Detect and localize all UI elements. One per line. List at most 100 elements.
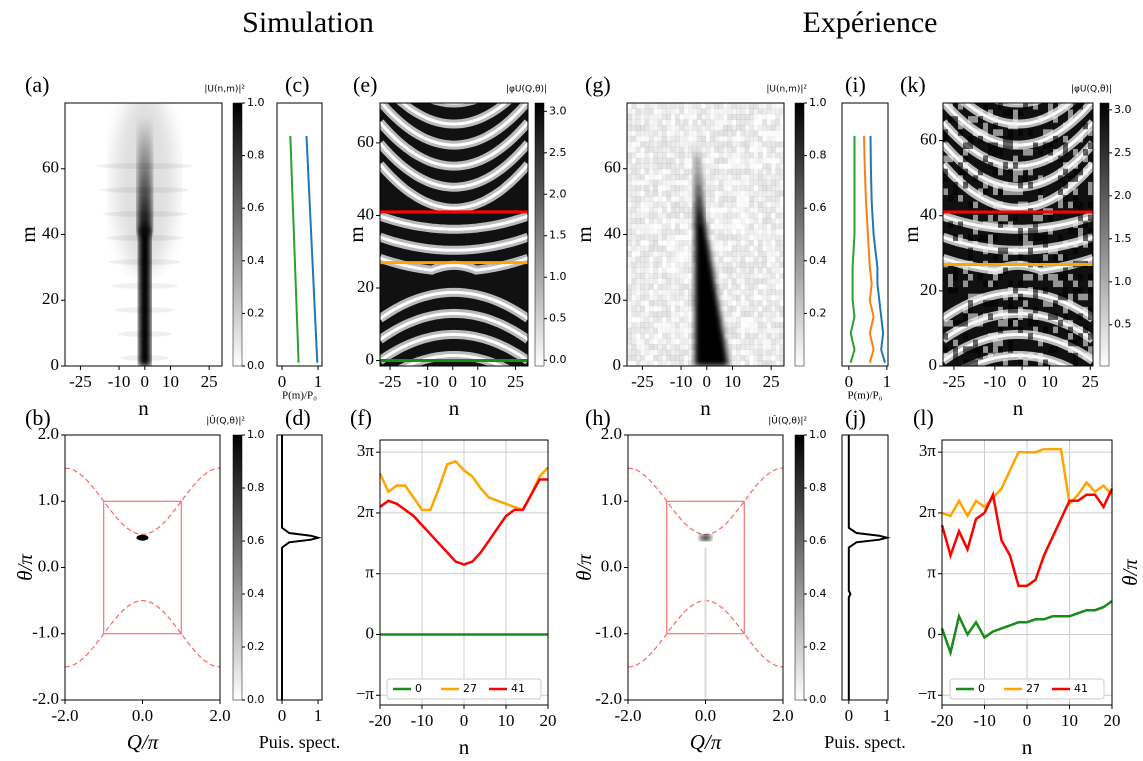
- noise: [740, 295, 745, 301]
- noise: [631, 311, 637, 318]
- noise: [1048, 247, 1053, 255]
- noise: [670, 234, 676, 241]
- noise: [744, 245, 750, 252]
- y-axis-label: m: [344, 226, 368, 242]
- noise: [627, 157, 632, 164]
- noise: [636, 289, 641, 295]
- noise: [1028, 352, 1033, 360]
- noise: [648, 300, 654, 307]
- noise: [675, 108, 680, 114]
- noise: [1088, 280, 1093, 288]
- legend-label: 41: [511, 682, 525, 695]
- ripple: [96, 163, 193, 169]
- noise: [714, 229, 720, 235]
- noise: [627, 163, 632, 170]
- stripe-core: [380, 142, 528, 189]
- noise: [1023, 234, 1028, 242]
- noise: [1008, 142, 1013, 150]
- noise: [710, 224, 715, 230]
- noise: [1028, 227, 1033, 235]
- y-tick-label: 0: [613, 355, 622, 374]
- noise: [657, 135, 663, 142]
- noise: [627, 294, 632, 301]
- noise: [1073, 162, 1078, 169]
- noise: [714, 146, 720, 153]
- noise: [719, 136, 724, 142]
- noise: [706, 136, 711, 142]
- noise: [736, 163, 741, 170]
- noise: [943, 352, 948, 360]
- noise: [943, 129, 948, 136]
- noise: [644, 163, 650, 170]
- noise: [993, 267, 998, 274]
- noise: [1028, 313, 1033, 320]
- noise: [627, 322, 632, 328]
- noise: [657, 283, 663, 290]
- noise: [679, 261, 685, 268]
- noise: [736, 300, 741, 307]
- noise: [998, 326, 1003, 334]
- noise: [771, 328, 776, 334]
- noise: [1063, 195, 1068, 202]
- noise: [958, 162, 963, 169]
- noise: [757, 179, 763, 186]
- noise: [736, 267, 741, 273]
- image: [627, 103, 784, 366]
- noise: [749, 179, 754, 186]
- noise: [731, 185, 737, 192]
- noise: [644, 306, 649, 312]
- panel-label: (a): [25, 72, 49, 97]
- noise: [775, 113, 781, 120]
- noise: [666, 272, 672, 279]
- noise: [744, 130, 750, 137]
- noise: [627, 289, 632, 296]
- noise: [968, 135, 973, 143]
- noise: [631, 103, 637, 109]
- noise: [770, 316, 776, 323]
- noise: [736, 239, 741, 246]
- noise: [762, 108, 768, 115]
- noise: [705, 119, 711, 126]
- noise: [744, 103, 750, 109]
- colorbar: [794, 434, 805, 701]
- noise: [993, 149, 998, 156]
- x-tick-label: 25: [507, 372, 524, 391]
- noise: [644, 316, 650, 323]
- noise: [653, 256, 659, 263]
- noise: [683, 135, 689, 142]
- noise: [1088, 313, 1093, 320]
- noise: [749, 174, 754, 181]
- noise: [775, 261, 781, 268]
- noise: [662, 119, 667, 125]
- noise: [644, 338, 650, 345]
- noise: [1073, 201, 1078, 209]
- noise: [749, 235, 754, 241]
- noise: [670, 212, 676, 219]
- noise: [953, 319, 958, 327]
- noise: [744, 338, 750, 345]
- noise: [640, 278, 645, 285]
- noise: [1083, 333, 1088, 340]
- noise: [983, 247, 988, 255]
- noise: [740, 272, 746, 279]
- noise: [770, 119, 776, 126]
- noise: [640, 327, 645, 334]
- noise: [627, 317, 632, 323]
- noise: [993, 221, 998, 228]
- noise: [1058, 319, 1063, 327]
- noise: [732, 273, 737, 279]
- noise: [983, 188, 988, 196]
- noise: [658, 306, 663, 312]
- noise: [745, 322, 750, 328]
- noise: [627, 267, 632, 273]
- noise: [653, 157, 659, 164]
- noise: [775, 300, 781, 307]
- noise: [953, 181, 958, 189]
- noise: [627, 147, 632, 153]
- noise: [644, 256, 650, 263]
- noise: [753, 103, 759, 109]
- noise: [671, 339, 676, 345]
- noise: [714, 261, 720, 268]
- noise: [683, 130, 689, 137]
- noise: [631, 327, 637, 334]
